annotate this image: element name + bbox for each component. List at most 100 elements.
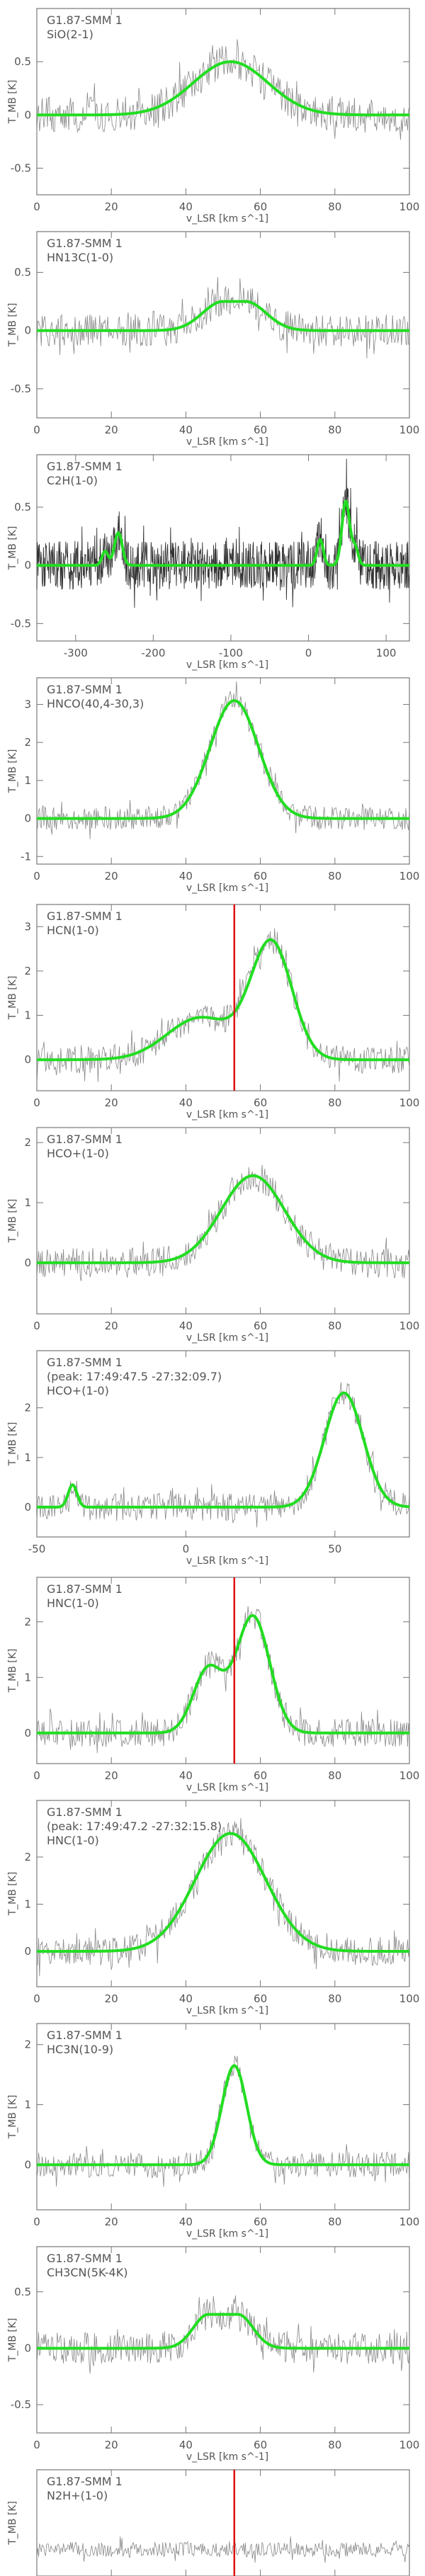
panel-title-line: G1.87-SMM 1 — [47, 1582, 123, 1596]
y-tick-label: 1 — [24, 2099, 31, 2111]
gaussian-fit-line — [37, 1832, 409, 1953]
y-axis-label: T_MB [K] — [7, 2318, 18, 2363]
spectrum-panel: 0 20 40 60 80 100 2 1 0 G1.87-SMM 1(peak: 17:49:4… — [7, 1800, 419, 2016]
x-tick-label: 0 — [33, 1769, 40, 1782]
panel-title-line: HCO+(1-0) — [47, 1384, 109, 1397]
x-tick-label: 0 — [33, 1320, 40, 1332]
x-axis-label: v_LSR [km s^-1] — [186, 2451, 268, 2463]
axis-ticks: 0 20 40 60 80 100 2 1 0 — [24, 1800, 419, 2005]
spectrum-trace — [36, 928, 410, 1084]
x-tick-label: 60 — [254, 2439, 267, 2451]
x-tick-label: 40 — [179, 2439, 193, 2451]
y-axis-label: T_MB [K] — [7, 1649, 18, 1693]
x-tick-label: 100 — [400, 1992, 420, 2005]
panel-title-line: HNC(1-0) — [47, 1834, 99, 1847]
spectrum-trace — [36, 1817, 410, 1977]
x-tick-label: 100 — [400, 2439, 420, 2451]
gaussian-fit-line — [37, 1174, 409, 1264]
x-tick-label: 0 — [33, 200, 40, 213]
spectrum-trace — [36, 1606, 410, 1754]
x-tick-label: 0 — [33, 1992, 40, 2005]
x-tick-label: -300 — [64, 647, 88, 659]
x-tick-label: 60 — [254, 870, 267, 883]
y-tick-label: 0.5 — [14, 2286, 31, 2298]
spectrum-panel: 0 20 40 60 80 100 0.5 0 -0.5 G1.87-SMM 1CH3CN(5K-… — [7, 2246, 420, 2463]
y-axis-label: T_MB [K] — [7, 976, 18, 1021]
x-tick-label: 80 — [328, 1320, 341, 1332]
spectrum-trace — [36, 2055, 410, 2187]
x-tick-label: 100 — [400, 200, 420, 213]
x-tick-label: 40 — [179, 200, 193, 213]
y-tick-label: 0.5 — [14, 266, 31, 279]
spectrum-trace — [36, 1382, 410, 1528]
x-tick-label: 40 — [179, 2215, 193, 2228]
panel-title-line: SiO(2-1) — [47, 28, 94, 41]
x-tick-label: 100 — [400, 1769, 420, 1782]
y-axis-label: T_MB [K] — [7, 2095, 18, 2140]
axis-ticks: 0 20 40 60 80 100 0.5 0 -0.5 — [11, 232, 419, 436]
panel-title-line: HNCO(40,4-30,3) — [47, 697, 144, 710]
y-tick-label: 3 — [24, 698, 31, 711]
plot-frame — [36, 8, 410, 195]
x-axis-label: v_LSR [km s^-1] — [186, 436, 268, 448]
x-axis-label: v_LSR [km s^-1] — [186, 1782, 268, 1793]
x-tick-label: 60 — [254, 200, 267, 213]
panel-title-line: C2H(1-0) — [47, 474, 98, 487]
x-tick-label: 20 — [105, 870, 118, 883]
y-tick-label: -0.5 — [11, 617, 31, 630]
panel-title-line: G1.87-SMM 1 — [47, 2475, 123, 2488]
y-axis-label: T_MB [K] — [7, 80, 18, 125]
panel-title-line: G1.87-SMM 1 — [47, 1133, 123, 1146]
y-tick-label: 0 — [24, 1727, 31, 1740]
x-tick-label: 0 — [33, 1096, 40, 1109]
spectrum-panel: 0 20 40 60 80 100 0.5 0 -0.5 G1.87-SMM 1HN13C(1-0… — [7, 231, 419, 448]
x-tick-label: 60 — [254, 1320, 267, 1332]
panel-title-line: (peak: 17:49:47.5 -27:32:09.7) — [47, 1370, 222, 1383]
y-axis-label: T_MB [K] — [7, 1872, 18, 1917]
y-tick-label: -0.5 — [11, 2398, 31, 2411]
plot-frame — [36, 2246, 410, 2434]
plot-frame — [36, 2023, 410, 2211]
y-axis-label: T_MB [K] — [7, 749, 18, 794]
y-tick-label: 0 — [24, 1945, 31, 1958]
panel-title-line: CH3CN(5K-4K) — [47, 2266, 128, 2279]
x-tick-label: 40 — [179, 1096, 193, 1109]
y-axis-label: T_MB [K] — [7, 1422, 18, 1467]
x-tick-label: 0 — [183, 1543, 190, 1555]
y-axis-label: T_MB [K] — [7, 1199, 18, 1244]
x-tick-label: 0 — [33, 2215, 40, 2228]
y-tick-label: 2 — [24, 1402, 31, 1414]
spectrum-trace — [36, 1164, 410, 1281]
y-tick-label: 0 — [24, 2342, 31, 2354]
y-tick-label: 0.5 — [14, 55, 31, 68]
axis-ticks: -50 0 50 2 1 0 — [24, 1351, 409, 1555]
panel-title-line: (peak: 17:49:47.2 -27:32:15.8) — [47, 1820, 222, 1833]
x-axis-label: v_LSR [km s^-1] — [186, 2228, 268, 2240]
x-tick-label: 80 — [328, 870, 341, 883]
panel-title-line: G1.87-SMM 1 — [47, 683, 123, 696]
x-tick-label: 40 — [179, 1992, 193, 2005]
x-tick-label: 40 — [179, 424, 193, 436]
axis-ticks: 0 20 40 60 80 100 2 1 0 — [24, 1128, 419, 1332]
plot-frame — [36, 1127, 410, 1315]
y-tick-label: 0 — [24, 324, 31, 337]
x-tick-label: -100 — [219, 647, 243, 659]
y-tick-label: 1 — [24, 774, 31, 787]
y-tick-label: 2 — [24, 1616, 31, 1628]
axis-ticks: 0 20 40 60 80 100 2 1 0 — [24, 1577, 419, 1782]
panel-title-line: HN13C(1-0) — [47, 251, 113, 264]
spectrum-trace — [36, 2295, 410, 2374]
y-tick-label: 2 — [24, 1136, 31, 1149]
gaussian-fit-line — [37, 60, 409, 117]
x-tick-label: 40 — [179, 1320, 193, 1332]
x-tick-label: 80 — [328, 2439, 341, 2451]
x-tick-label: 100 — [400, 870, 420, 883]
x-tick-label: 60 — [254, 1769, 267, 1782]
x-axis-label: v_LSR [km s^-1] — [186, 2005, 268, 2016]
y-tick-label: 2 — [24, 965, 31, 977]
plot-frame — [36, 904, 410, 1091]
y-tick-label: 1 — [24, 1009, 31, 1022]
